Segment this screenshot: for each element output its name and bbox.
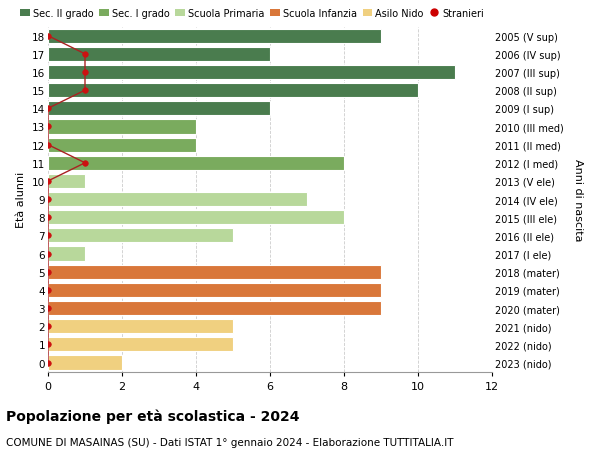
Bar bbox=[48, 66, 455, 80]
Legend: Sec. II grado, Sec. I grado, Scuola Primaria, Scuola Infanzia, Asilo Nido, Stran: Sec. II grado, Sec. I grado, Scuola Prim… bbox=[16, 5, 488, 22]
Bar bbox=[48, 48, 270, 62]
Text: COMUNE DI MASAINAS (SU) - Dati ISTAT 1° gennaio 2024 - Elaborazione TUTTITALIA.I: COMUNE DI MASAINAS (SU) - Dati ISTAT 1° … bbox=[6, 437, 454, 447]
Bar bbox=[48, 157, 344, 170]
Y-axis label: Età alunni: Età alunni bbox=[16, 172, 26, 228]
Bar bbox=[48, 283, 381, 297]
Bar bbox=[48, 84, 418, 98]
Bar bbox=[48, 337, 233, 352]
Bar bbox=[48, 229, 233, 243]
Bar bbox=[48, 120, 196, 134]
Bar bbox=[48, 301, 381, 315]
Bar bbox=[48, 138, 196, 152]
Bar bbox=[48, 265, 381, 279]
Bar bbox=[48, 247, 85, 261]
Bar bbox=[48, 174, 85, 189]
Text: Popolazione per età scolastica - 2024: Popolazione per età scolastica - 2024 bbox=[6, 409, 299, 423]
Bar bbox=[48, 356, 122, 370]
Bar bbox=[48, 193, 307, 207]
Bar bbox=[48, 211, 344, 225]
Bar bbox=[48, 102, 270, 116]
Bar bbox=[48, 319, 233, 334]
Bar bbox=[48, 29, 381, 44]
Y-axis label: Anni di nascita: Anni di nascita bbox=[573, 158, 583, 241]
